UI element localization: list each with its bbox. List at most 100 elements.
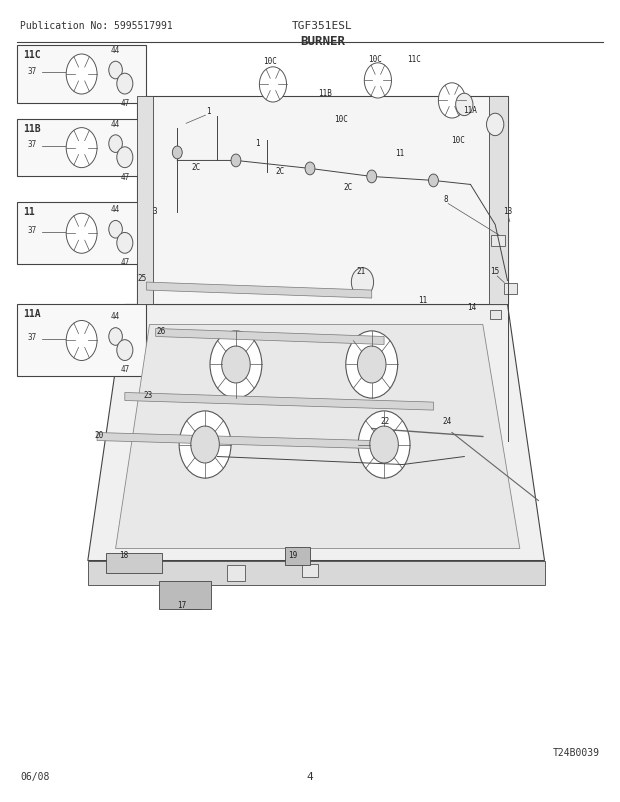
Text: 11: 11	[418, 296, 427, 305]
Circle shape	[358, 346, 386, 383]
Circle shape	[456, 94, 473, 116]
Text: 17: 17	[177, 601, 186, 610]
Circle shape	[346, 331, 397, 399]
Text: 37: 37	[28, 140, 37, 149]
Text: 1: 1	[206, 107, 210, 116]
Circle shape	[370, 427, 398, 464]
Text: 24: 24	[443, 416, 451, 426]
Text: 11: 11	[23, 207, 35, 217]
Text: 11C: 11C	[23, 51, 41, 60]
Text: 2C: 2C	[192, 163, 201, 172]
Circle shape	[108, 136, 122, 153]
Circle shape	[259, 67, 286, 103]
Circle shape	[66, 128, 97, 168]
Circle shape	[66, 214, 97, 254]
Text: 2C: 2C	[343, 182, 353, 192]
Text: 2C: 2C	[276, 166, 285, 176]
Text: 11C: 11C	[407, 55, 420, 64]
Text: 10C: 10C	[368, 55, 382, 63]
Circle shape	[487, 114, 504, 136]
Text: 47: 47	[120, 258, 130, 267]
Text: 20: 20	[94, 430, 104, 439]
Bar	[492, 236, 505, 247]
Bar	[137, 97, 153, 305]
Text: 10C: 10C	[334, 115, 348, 124]
Text: 1: 1	[255, 140, 260, 148]
Text: 47: 47	[120, 365, 130, 374]
Polygon shape	[88, 561, 544, 585]
Text: 3: 3	[152, 206, 157, 215]
Text: 25: 25	[138, 273, 147, 282]
Bar	[505, 284, 516, 294]
Text: T24B0039: T24B0039	[553, 747, 600, 756]
Text: 44: 44	[111, 205, 120, 214]
Text: 11A: 11A	[23, 309, 41, 319]
Text: 13: 13	[503, 206, 512, 215]
Circle shape	[352, 269, 374, 297]
Text: 44: 44	[111, 312, 120, 321]
Text: 37: 37	[28, 67, 37, 75]
Text: 11A: 11A	[464, 106, 477, 115]
Text: Publication No: 5995517991: Publication No: 5995517991	[20, 22, 172, 31]
Text: 44: 44	[111, 46, 120, 55]
Bar	[227, 565, 245, 581]
Bar	[185, 596, 200, 609]
Circle shape	[108, 62, 122, 79]
Circle shape	[358, 411, 410, 479]
Text: 06/08: 06/08	[20, 771, 49, 780]
Text: 26: 26	[156, 326, 166, 335]
Text: 10C: 10C	[451, 136, 465, 145]
Text: BURNER: BURNER	[300, 35, 345, 48]
Circle shape	[191, 427, 219, 464]
Text: 47: 47	[120, 172, 130, 181]
Polygon shape	[115, 325, 520, 549]
Text: 22: 22	[381, 416, 390, 426]
Circle shape	[117, 74, 133, 95]
Bar	[490, 310, 501, 319]
Text: 14: 14	[467, 302, 476, 311]
Circle shape	[108, 221, 122, 239]
FancyBboxPatch shape	[17, 47, 146, 103]
Polygon shape	[88, 305, 544, 561]
Text: 44: 44	[111, 119, 120, 128]
Text: 18: 18	[119, 550, 128, 559]
Circle shape	[210, 331, 262, 399]
Circle shape	[438, 83, 466, 119]
Polygon shape	[97, 433, 372, 449]
Circle shape	[108, 328, 122, 346]
Text: 23: 23	[144, 390, 153, 399]
Circle shape	[367, 171, 377, 184]
Text: 21: 21	[356, 267, 365, 276]
Bar	[106, 553, 162, 573]
Bar	[159, 581, 211, 609]
Circle shape	[66, 321, 97, 361]
Circle shape	[305, 163, 315, 176]
Text: 11B: 11B	[23, 124, 41, 134]
FancyBboxPatch shape	[17, 119, 146, 177]
FancyBboxPatch shape	[17, 203, 146, 265]
Circle shape	[231, 155, 241, 168]
Bar	[489, 97, 508, 305]
Circle shape	[172, 147, 182, 160]
Circle shape	[365, 63, 391, 99]
Text: 37: 37	[28, 333, 37, 342]
Circle shape	[117, 148, 133, 168]
Polygon shape	[156, 329, 384, 345]
Circle shape	[222, 346, 250, 383]
Text: 15: 15	[490, 267, 500, 276]
Bar	[285, 547, 310, 565]
Circle shape	[117, 340, 133, 361]
Text: 37: 37	[28, 225, 37, 234]
Text: TGF351ESL: TGF351ESL	[292, 22, 353, 31]
Text: 11: 11	[395, 148, 404, 158]
Circle shape	[428, 175, 438, 188]
Circle shape	[179, 411, 231, 479]
Circle shape	[117, 233, 133, 254]
Polygon shape	[137, 97, 508, 305]
Circle shape	[66, 55, 97, 95]
Text: 4: 4	[307, 771, 313, 780]
Text: 19: 19	[288, 550, 298, 559]
Bar	[303, 564, 317, 577]
Text: 10C: 10C	[263, 57, 277, 66]
FancyBboxPatch shape	[17, 305, 146, 377]
